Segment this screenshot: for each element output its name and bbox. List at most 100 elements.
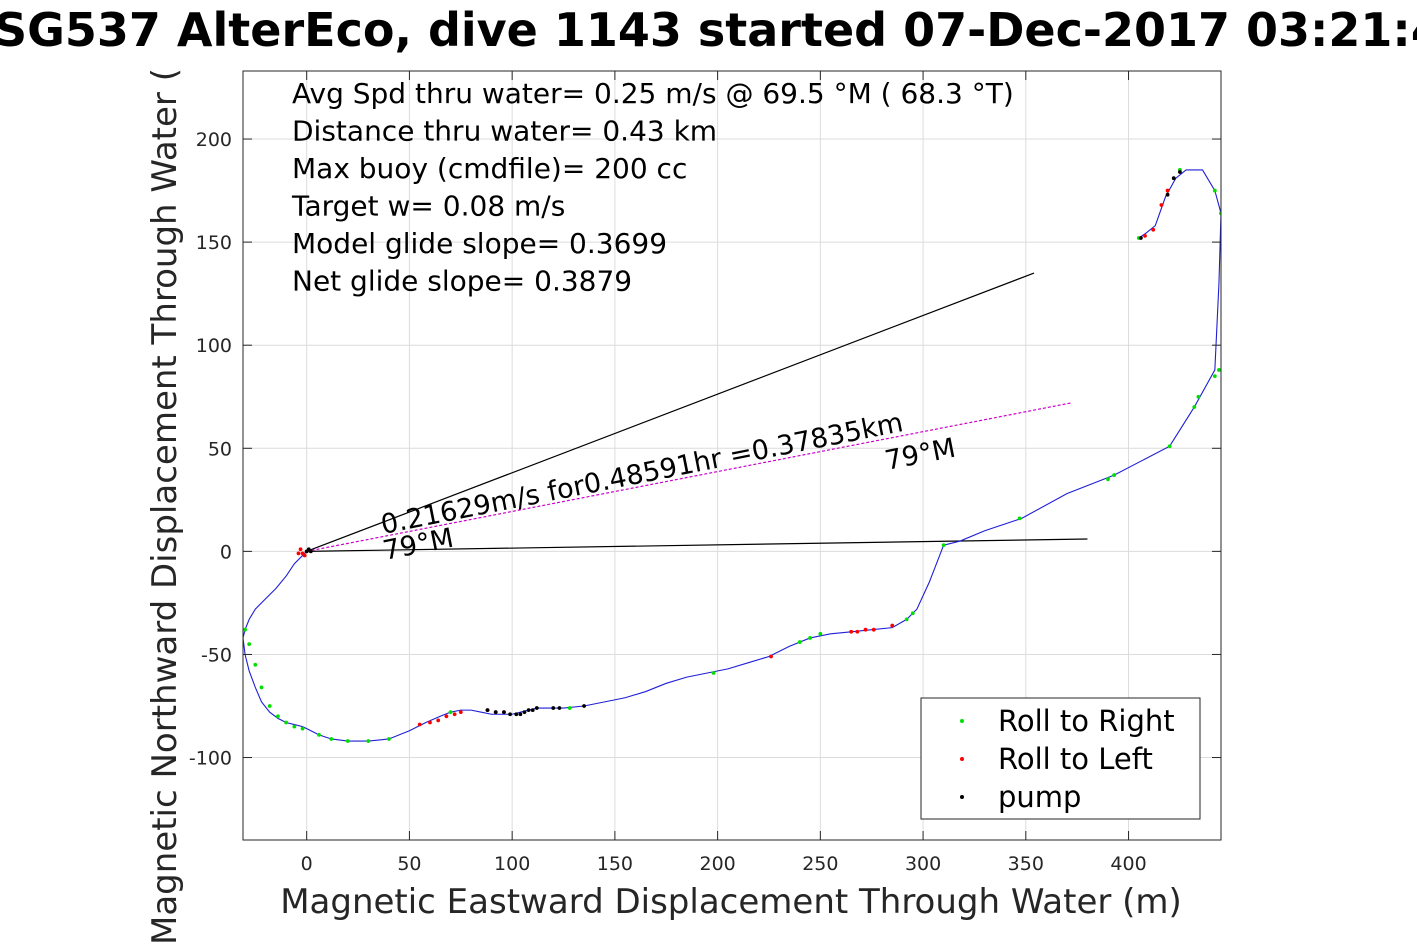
point-roll-to-left xyxy=(863,627,868,632)
point-pump xyxy=(518,712,523,717)
point-roll-to-right xyxy=(1196,394,1201,399)
info-line: Target w= 0.08 m/s xyxy=(291,190,565,223)
point-roll-to-left xyxy=(300,551,305,556)
point-roll-to-right xyxy=(276,714,280,719)
point-roll-to-left xyxy=(855,629,860,634)
point-roll-to-left xyxy=(1159,203,1164,207)
info-line: Distance thru water= 0.43 km xyxy=(292,115,717,148)
point-roll-to-right xyxy=(567,706,572,710)
point-pump xyxy=(1171,176,1176,181)
x-tick-label: 250 xyxy=(802,853,838,875)
x-tick-label: 200 xyxy=(699,853,735,875)
axes-frame xyxy=(242,70,1222,841)
point-roll-to-right xyxy=(1106,477,1110,482)
reference-line-upper xyxy=(306,272,1035,552)
point-roll-to-right xyxy=(243,627,247,632)
y-tick-label: 200 xyxy=(196,129,232,151)
point-pump xyxy=(493,710,498,715)
point-pump xyxy=(514,712,519,717)
reference-lines xyxy=(306,272,1088,552)
chart-title: SG537 AlterEco, dive 1143 started 07-Dec… xyxy=(0,3,1417,57)
point-pump xyxy=(582,704,586,708)
legend-box xyxy=(920,697,1201,820)
info-line: Max buoy (cmdfile)= 200 cc xyxy=(292,152,687,185)
point-roll-to-right xyxy=(329,737,334,741)
info-line: Net glide slope= 0.3879 xyxy=(292,265,632,298)
point-roll-to-right xyxy=(366,739,371,743)
point-roll-to-right xyxy=(1212,188,1217,193)
point-roll-to-right xyxy=(1017,516,1022,521)
point-roll-to-right xyxy=(317,732,321,737)
info-text-block: Avg Spd thru water= 0.25 m/s @ 69.5 °M (… xyxy=(291,77,1014,298)
legend-marker-pump xyxy=(960,795,964,799)
point-roll-to-left xyxy=(436,718,441,723)
legend-marker-roll-left xyxy=(960,757,964,761)
legend-label-roll-right: Roll to Right xyxy=(998,704,1175,738)
point-roll-to-left xyxy=(296,551,301,556)
point-roll-to-left xyxy=(452,712,457,717)
point-roll-to-right xyxy=(1112,473,1117,477)
point-pump xyxy=(1138,236,1143,240)
point-roll-to-right xyxy=(808,636,812,640)
x-axis-label: Magnetic Eastward Displacement Through W… xyxy=(280,882,1182,922)
x-tick-label: 50 xyxy=(397,853,421,875)
point-pump xyxy=(522,710,527,715)
point-roll-to-right xyxy=(284,720,289,725)
point-roll-to-right xyxy=(1167,444,1172,449)
point-roll-to-right xyxy=(818,631,823,636)
point-roll-to-right xyxy=(1217,368,1221,372)
info-line: Avg Spd thru water= 0.25 m/s @ 69.5 °M (… xyxy=(292,77,1014,110)
point-pump xyxy=(308,549,313,554)
point-roll-to-left xyxy=(298,547,303,552)
point-pump xyxy=(557,706,562,710)
reference-line-lower xyxy=(306,538,1088,552)
x-tick-label: 150 xyxy=(597,853,633,875)
points-layer xyxy=(243,168,1221,743)
point-roll-to-right xyxy=(797,640,802,644)
x-tick-label: 100 xyxy=(494,853,530,875)
y-tick-labels: -100 -50 0 50 100 150 200 xyxy=(189,129,232,769)
y-tick-label: 150 xyxy=(196,232,232,254)
point-roll-to-right xyxy=(1192,405,1197,409)
point-pump xyxy=(508,712,513,717)
point-roll-to-left xyxy=(871,627,876,632)
point-roll-to-left xyxy=(1143,234,1147,238)
point-roll-to-right xyxy=(904,617,909,622)
point-pump xyxy=(530,708,535,713)
point-roll-to-right xyxy=(1212,374,1217,379)
point-pump xyxy=(1165,192,1170,197)
y-axis-label: Magnetic Northward Displacement Through … xyxy=(145,68,185,945)
point-pump xyxy=(551,706,556,710)
legend: Roll to Right Roll to Left pump xyxy=(920,697,1201,820)
x-tick-label: 0 xyxy=(301,853,313,875)
point-roll-to-left xyxy=(849,629,854,634)
point-roll-to-left xyxy=(1165,188,1170,193)
point-roll-to-right xyxy=(300,726,305,731)
y-tick-label: 0 xyxy=(220,541,232,563)
point-roll-to-right xyxy=(247,642,252,647)
legend-marker-roll-right xyxy=(960,719,964,723)
y-tick-label: -50 xyxy=(201,644,232,666)
point-pump xyxy=(534,706,539,710)
point-roll-to-right xyxy=(345,739,350,743)
point-roll-to-right xyxy=(386,737,391,741)
track-layer xyxy=(243,169,1221,742)
point-roll-to-left xyxy=(444,714,449,719)
point-roll-to-left xyxy=(769,654,773,659)
point-roll-to-left xyxy=(417,722,422,727)
point-roll-to-right xyxy=(253,662,258,667)
point-roll-to-right xyxy=(711,671,716,675)
legend-label-roll-left: Roll to Left xyxy=(998,742,1153,776)
point-roll-to-left xyxy=(890,623,895,628)
point-roll-to-left xyxy=(458,710,463,715)
point-pump xyxy=(502,710,506,715)
y-tick-label: 50 xyxy=(208,438,232,460)
point-roll-to-left xyxy=(428,720,432,725)
point-roll-to-right xyxy=(259,685,264,690)
legend-label-pump: pump xyxy=(998,780,1081,814)
point-roll-to-right xyxy=(941,543,946,548)
tick-marks xyxy=(243,71,1221,840)
y-tick-label: 100 xyxy=(196,335,232,357)
x-tick-label: 400 xyxy=(1110,853,1146,875)
